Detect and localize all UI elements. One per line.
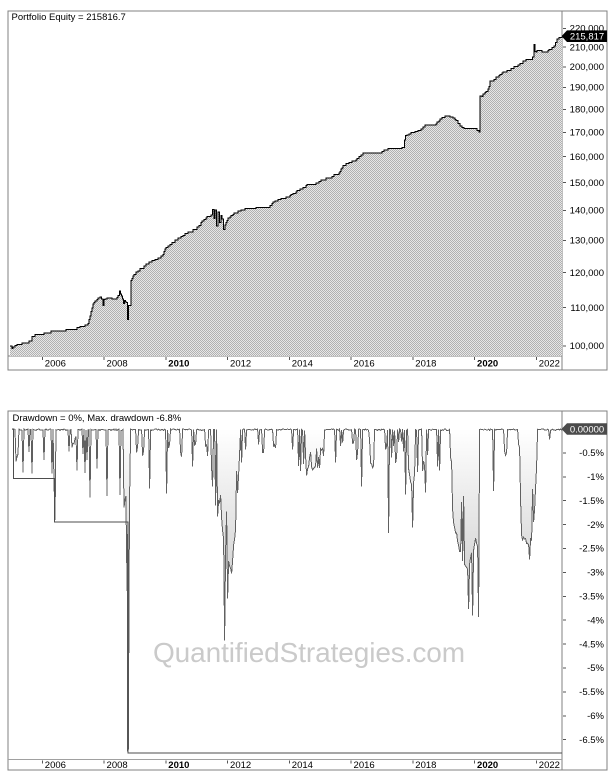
svg-text:2010: 2010 [168, 760, 189, 771]
svg-text:2008: 2008 [107, 359, 128, 370]
svg-text:170,000: 170,000 [570, 127, 604, 138]
svg-text:-3%: -3% [587, 568, 604, 579]
svg-text:160,000: 160,000 [570, 152, 604, 163]
svg-text:2014: 2014 [292, 760, 313, 771]
svg-text:2022: 2022 [539, 760, 560, 771]
svg-text:-3.5%: -3.5% [579, 592, 604, 603]
svg-text:-5.5%: -5.5% [579, 687, 604, 698]
svg-text:2018: 2018 [415, 760, 436, 771]
svg-text:Drawdown = 0%, Max. drawdown -: Drawdown = 0%, Max. drawdown -6.8% [13, 413, 182, 424]
svg-text:-1%: -1% [587, 472, 604, 483]
svg-text:210,000: 210,000 [570, 42, 604, 53]
svg-text:120,000: 120,000 [570, 268, 604, 279]
svg-text:150,000: 150,000 [570, 178, 604, 189]
svg-text:2006: 2006 [45, 760, 66, 771]
svg-text:215,817: 215,817 [570, 32, 604, 43]
svg-text:220,000: 220,000 [570, 24, 604, 35]
svg-text:QuantifiedStrategies.com: QuantifiedStrategies.com [153, 637, 465, 668]
svg-text:2016: 2016 [354, 760, 375, 771]
svg-text:130,000: 130,000 [570, 236, 604, 247]
svg-text:140,000: 140,000 [570, 206, 604, 217]
svg-text:2020: 2020 [477, 760, 498, 771]
svg-text:-6.5%: -6.5% [579, 735, 604, 746]
svg-text:Portfolio Equity = 215816.7: Portfolio Equity = 215816.7 [12, 12, 126, 23]
svg-text:-4.5%: -4.5% [579, 639, 604, 650]
svg-text:2006: 2006 [45, 359, 66, 370]
svg-text:0.00000: 0.00000 [570, 424, 604, 435]
svg-text:-1.5%: -1.5% [579, 496, 604, 507]
svg-text:-2%: -2% [587, 520, 604, 531]
svg-text:2010: 2010 [168, 359, 189, 370]
svg-text:2012: 2012 [230, 760, 251, 771]
svg-text:-4%: -4% [587, 615, 604, 626]
svg-text:2022: 2022 [539, 359, 560, 370]
svg-text:-6%: -6% [587, 711, 604, 722]
svg-text:2018: 2018 [415, 359, 436, 370]
svg-text:-5%: -5% [587, 663, 604, 674]
svg-text:-2.5%: -2.5% [579, 544, 604, 555]
svg-text:2008: 2008 [107, 760, 128, 771]
svg-text:180,000: 180,000 [570, 104, 604, 115]
svg-text:2020: 2020 [477, 359, 498, 370]
svg-text:100,000: 100,000 [570, 341, 604, 352]
svg-text:110,000: 110,000 [570, 303, 604, 314]
svg-text:2012: 2012 [230, 359, 251, 370]
svg-text:-0.5%: -0.5% [579, 448, 604, 459]
svg-text:200,000: 200,000 [570, 62, 604, 73]
svg-text:2014: 2014 [292, 359, 313, 370]
svg-text:2016: 2016 [354, 359, 375, 370]
svg-text:190,000: 190,000 [570, 83, 604, 94]
